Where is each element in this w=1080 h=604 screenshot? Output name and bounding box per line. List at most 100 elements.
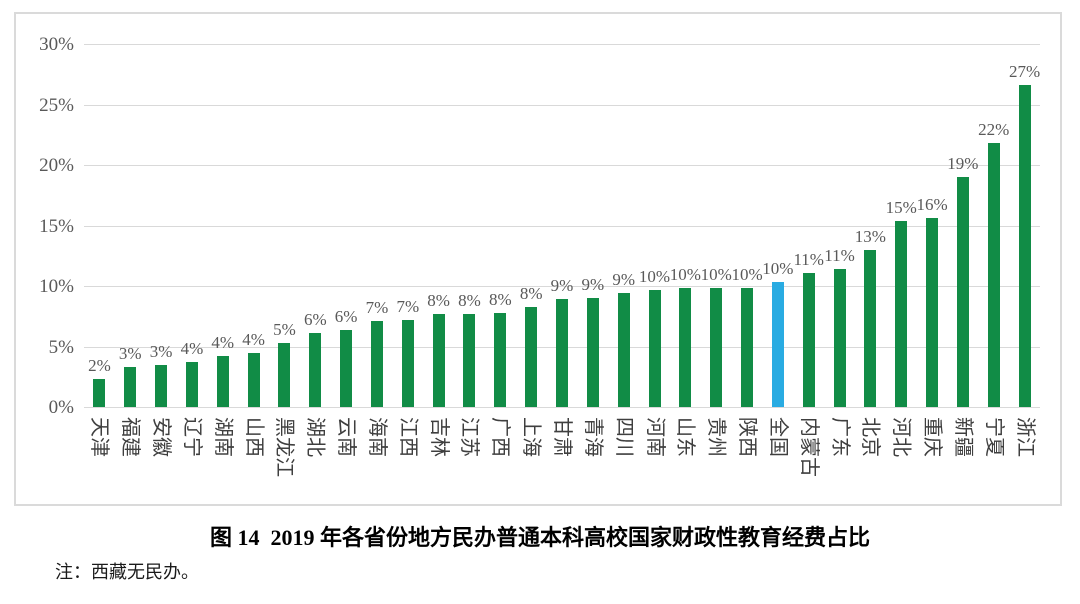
bar-value-label: 2% bbox=[88, 356, 111, 376]
plot-area: 2% 天津 3% 福建 3% 安徽 4% 辽宁 4% 湖南 4% 山西 5% 黑龙江 6% 湖北 6% 云南 7% 海… bbox=[84, 44, 1041, 477]
category-label: 湖南 bbox=[211, 417, 234, 457]
y-axis-tick-label: 20% bbox=[39, 155, 74, 176]
bar-value-label: 19% bbox=[947, 154, 979, 174]
bar bbox=[370, 321, 383, 407]
bar-value-label: 4% bbox=[211, 333, 235, 353]
bar bbox=[463, 313, 476, 407]
bar bbox=[93, 379, 106, 407]
bar-value-label: 8% bbox=[427, 290, 450, 310]
bar-value-label: 22% bbox=[978, 120, 1010, 140]
bar bbox=[648, 289, 661, 407]
bar-value-label: 3% bbox=[118, 344, 142, 364]
category-label: 湖北 bbox=[304, 417, 327, 457]
bar bbox=[185, 362, 198, 407]
gridline bbox=[84, 407, 1040, 408]
bar-value-label: 13% bbox=[854, 226, 886, 246]
category-label: 天津 bbox=[88, 417, 111, 457]
bar bbox=[401, 319, 414, 407]
bar-value-label: 10% bbox=[731, 265, 763, 285]
category-label: 河南 bbox=[643, 417, 666, 457]
bar bbox=[926, 218, 939, 407]
bar-value-label: 9% bbox=[612, 270, 636, 290]
bar-value-label: 7% bbox=[396, 296, 420, 316]
bar-value-label: 8% bbox=[458, 290, 481, 310]
bar bbox=[987, 143, 1000, 407]
bar bbox=[833, 269, 846, 407]
bar-value-label: 27% bbox=[1008, 62, 1041, 82]
gridline bbox=[84, 44, 1040, 45]
y-axis-tick-label: 15% bbox=[39, 215, 74, 237]
bar bbox=[864, 249, 877, 407]
bar-value-label: 10% bbox=[700, 265, 732, 285]
gridline bbox=[84, 286, 1040, 287]
category-label: 甘肃 bbox=[551, 417, 573, 457]
bar bbox=[278, 342, 291, 407]
category-label: 海南 bbox=[365, 417, 388, 457]
bar bbox=[432, 313, 445, 407]
category-label: 山西 bbox=[242, 417, 265, 457]
bar-value-label: 9% bbox=[550, 276, 574, 296]
bar bbox=[679, 288, 692, 407]
bar-value-label: 10% bbox=[762, 259, 794, 279]
y-axis-tick-label: 10% bbox=[39, 276, 74, 297]
category-label: 福建 bbox=[119, 417, 142, 457]
bar-national-highlight bbox=[771, 282, 784, 407]
bar bbox=[340, 329, 353, 407]
bar bbox=[155, 364, 168, 407]
category-label: 宁夏 bbox=[982, 417, 1005, 457]
bar-value-label: 11% bbox=[824, 246, 855, 266]
bar-value-label: 8% bbox=[488, 289, 512, 309]
category-label: 广西 bbox=[489, 417, 512, 457]
bar bbox=[494, 312, 507, 407]
category-label: 重庆 bbox=[921, 417, 944, 457]
bar bbox=[247, 352, 260, 407]
figure-note: 注：西藏无民办。 bbox=[55, 562, 199, 582]
category-label: 黑龙江 bbox=[273, 417, 296, 477]
bar bbox=[710, 288, 723, 407]
gridline bbox=[84, 225, 1040, 227]
gridline bbox=[84, 165, 1040, 166]
bar bbox=[309, 333, 322, 407]
category-label: 全国 bbox=[766, 417, 789, 457]
category-label: 陕西 bbox=[736, 417, 759, 457]
y-axis-tick-label: 5% bbox=[48, 336, 74, 358]
category-label: 江西 bbox=[396, 417, 419, 457]
category-label: 上海 bbox=[520, 417, 543, 457]
category-label: 云南 bbox=[335, 417, 358, 457]
category-label: 新疆 bbox=[951, 417, 974, 457]
bar-value-label: 4% bbox=[242, 329, 265, 349]
category-label: 辽宁 bbox=[180, 417, 203, 457]
category-label: 青海 bbox=[581, 417, 604, 457]
bar-value-label: 5% bbox=[273, 319, 296, 339]
bar-value-label: 7% bbox=[365, 298, 389, 318]
bar-value-label: 15% bbox=[885, 197, 917, 217]
category-label: 贵州 bbox=[705, 417, 728, 457]
bar bbox=[617, 293, 630, 407]
bar bbox=[556, 299, 568, 407]
y-axis-tick-label: 25% bbox=[39, 94, 74, 116]
y-axis-tick-label: 0% bbox=[48, 397, 74, 418]
bar bbox=[741, 288, 754, 407]
y-axis-tick-label: 30% bbox=[39, 34, 74, 55]
bar-value-label: 4% bbox=[180, 339, 204, 359]
bar-value-label: 3% bbox=[149, 341, 173, 361]
bar bbox=[124, 367, 137, 407]
bar-value-label: 9% bbox=[581, 275, 605, 295]
bar-value-label: 10% bbox=[669, 265, 701, 285]
bar-value-label: 6% bbox=[303, 310, 327, 330]
gridline bbox=[84, 104, 1040, 106]
category-label: 内蒙古 bbox=[797, 417, 820, 477]
category-label: 广东 bbox=[828, 417, 851, 457]
bar-value-label: 6% bbox=[334, 306, 358, 326]
category-label: 四川 bbox=[612, 417, 635, 457]
bar-value-label: 11% bbox=[793, 249, 824, 269]
bar bbox=[1018, 85, 1031, 407]
category-label: 江苏 bbox=[458, 417, 481, 457]
category-label: 浙江 bbox=[1013, 417, 1036, 457]
bar-value-label: 8% bbox=[519, 283, 543, 303]
bar bbox=[895, 220, 908, 407]
category-label: 安徽 bbox=[150, 417, 173, 457]
bar bbox=[802, 272, 815, 407]
figure-caption: 图 14 2019 年各省份地方民办普通本科高校国家财政性教育经费占比 bbox=[209, 525, 870, 550]
